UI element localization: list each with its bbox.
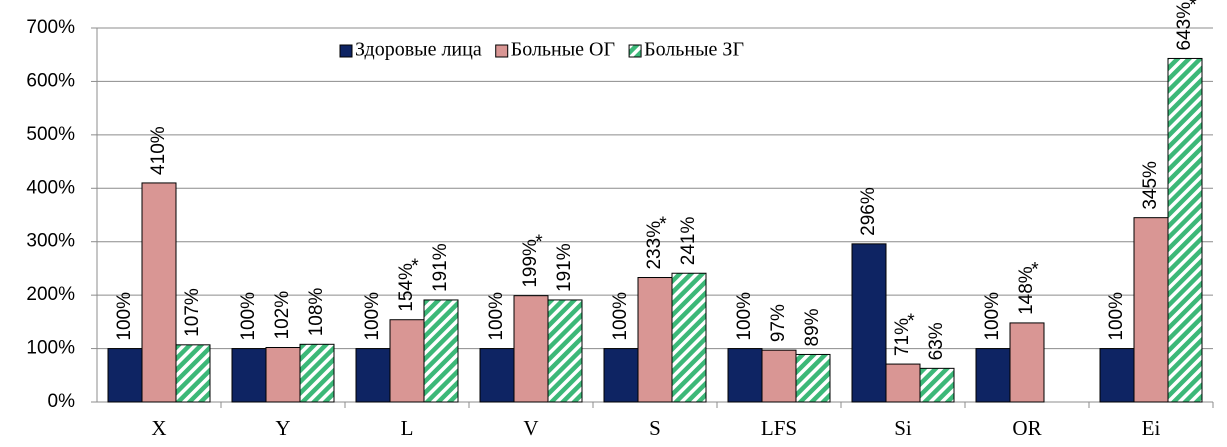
bar (1099, 348, 1135, 403)
value-label: 100% (610, 292, 631, 341)
value-label: 97% (768, 304, 789, 342)
value-label: 100% (362, 292, 383, 341)
y-tick-label: 500% (26, 124, 75, 145)
legend-swatch (339, 44, 353, 58)
value-label: 345% (1140, 161, 1161, 210)
significance-mark: * (535, 232, 543, 253)
value-label: 241% (678, 217, 699, 266)
value-label: 63% (926, 322, 947, 360)
x-tick-label: X (151, 416, 166, 440)
value-label: 233% (644, 221, 665, 270)
value-label: 71% (892, 318, 913, 356)
bar (513, 295, 549, 403)
x-tick-label: Y (275, 416, 290, 440)
legend-box (335, 36, 758, 66)
value-label: 100% (982, 292, 1003, 341)
value-label: 107% (182, 288, 203, 337)
legend-label: Больные ОГ (511, 39, 615, 61)
bar (175, 344, 211, 403)
value-label: 100% (734, 292, 755, 341)
y-tick-label: 300% (26, 231, 75, 252)
x-tick-label: OR (1012, 416, 1041, 440)
bar (299, 343, 335, 403)
bar (851, 243, 887, 403)
y-tick-label: 100% (26, 338, 75, 359)
value-label: 191% (430, 243, 451, 292)
bar (389, 319, 425, 403)
significance-mark: * (907, 311, 915, 332)
x-tick-label: S (649, 416, 661, 440)
significance-mark: * (1189, 0, 1197, 16)
bar (671, 272, 707, 403)
value-label: 100% (238, 292, 259, 341)
bar (1133, 217, 1169, 403)
value-label: 643% (1174, 2, 1195, 51)
value-label: 199% (520, 239, 541, 288)
value-label: 410% (148, 126, 169, 175)
bar (141, 182, 177, 403)
bar (761, 349, 797, 403)
value-label: 100% (486, 292, 507, 341)
x-tick-label: V (523, 416, 538, 440)
bar (107, 348, 143, 403)
bar (975, 348, 1011, 403)
bar (603, 348, 639, 403)
legend-swatch (495, 44, 509, 58)
bar (355, 348, 391, 403)
bar (265, 347, 301, 403)
bar (1167, 57, 1203, 403)
bar (637, 277, 673, 403)
value-label: 108% (306, 288, 327, 337)
bar (795, 353, 831, 403)
bar (1009, 322, 1045, 403)
y-tick-label: 0% (48, 391, 76, 412)
value-label: 154% (396, 263, 417, 312)
legend-label: Здоровые лица (355, 39, 482, 61)
y-tick-label: 600% (26, 70, 75, 91)
y-tick-label: 200% (26, 284, 75, 305)
x-tick-label: Ei (1142, 416, 1161, 440)
legend-label: Больные ЗГ (644, 39, 744, 61)
y-tick-label: 400% (26, 177, 75, 198)
legend: Здоровые лица Больные ОГ Больные ЗГ (335, 36, 758, 66)
y-tick-label: 700% (26, 17, 75, 38)
x-tick-label: Si (894, 416, 912, 440)
bar (919, 367, 955, 403)
value-label: 148% (1016, 266, 1037, 315)
significance-mark: * (1031, 259, 1039, 280)
bar (423, 299, 459, 403)
bar (231, 348, 267, 403)
value-label: 100% (114, 292, 135, 341)
x-tick-label: LFS (761, 416, 797, 440)
x-tick-label: L (401, 416, 414, 440)
value-label: 100% (1106, 292, 1127, 341)
bar (547, 299, 583, 403)
significance-mark: * (659, 214, 667, 235)
value-label: 89% (802, 308, 823, 346)
bars (107, 57, 1203, 403)
significance-mark: * (411, 256, 419, 277)
bar (479, 348, 515, 403)
bar (727, 348, 763, 403)
legend-swatch (628, 44, 642, 58)
value-label: 102% (272, 291, 293, 340)
value-label: 191% (554, 243, 575, 292)
value-label: 296% (858, 187, 879, 236)
bar (885, 363, 921, 403)
